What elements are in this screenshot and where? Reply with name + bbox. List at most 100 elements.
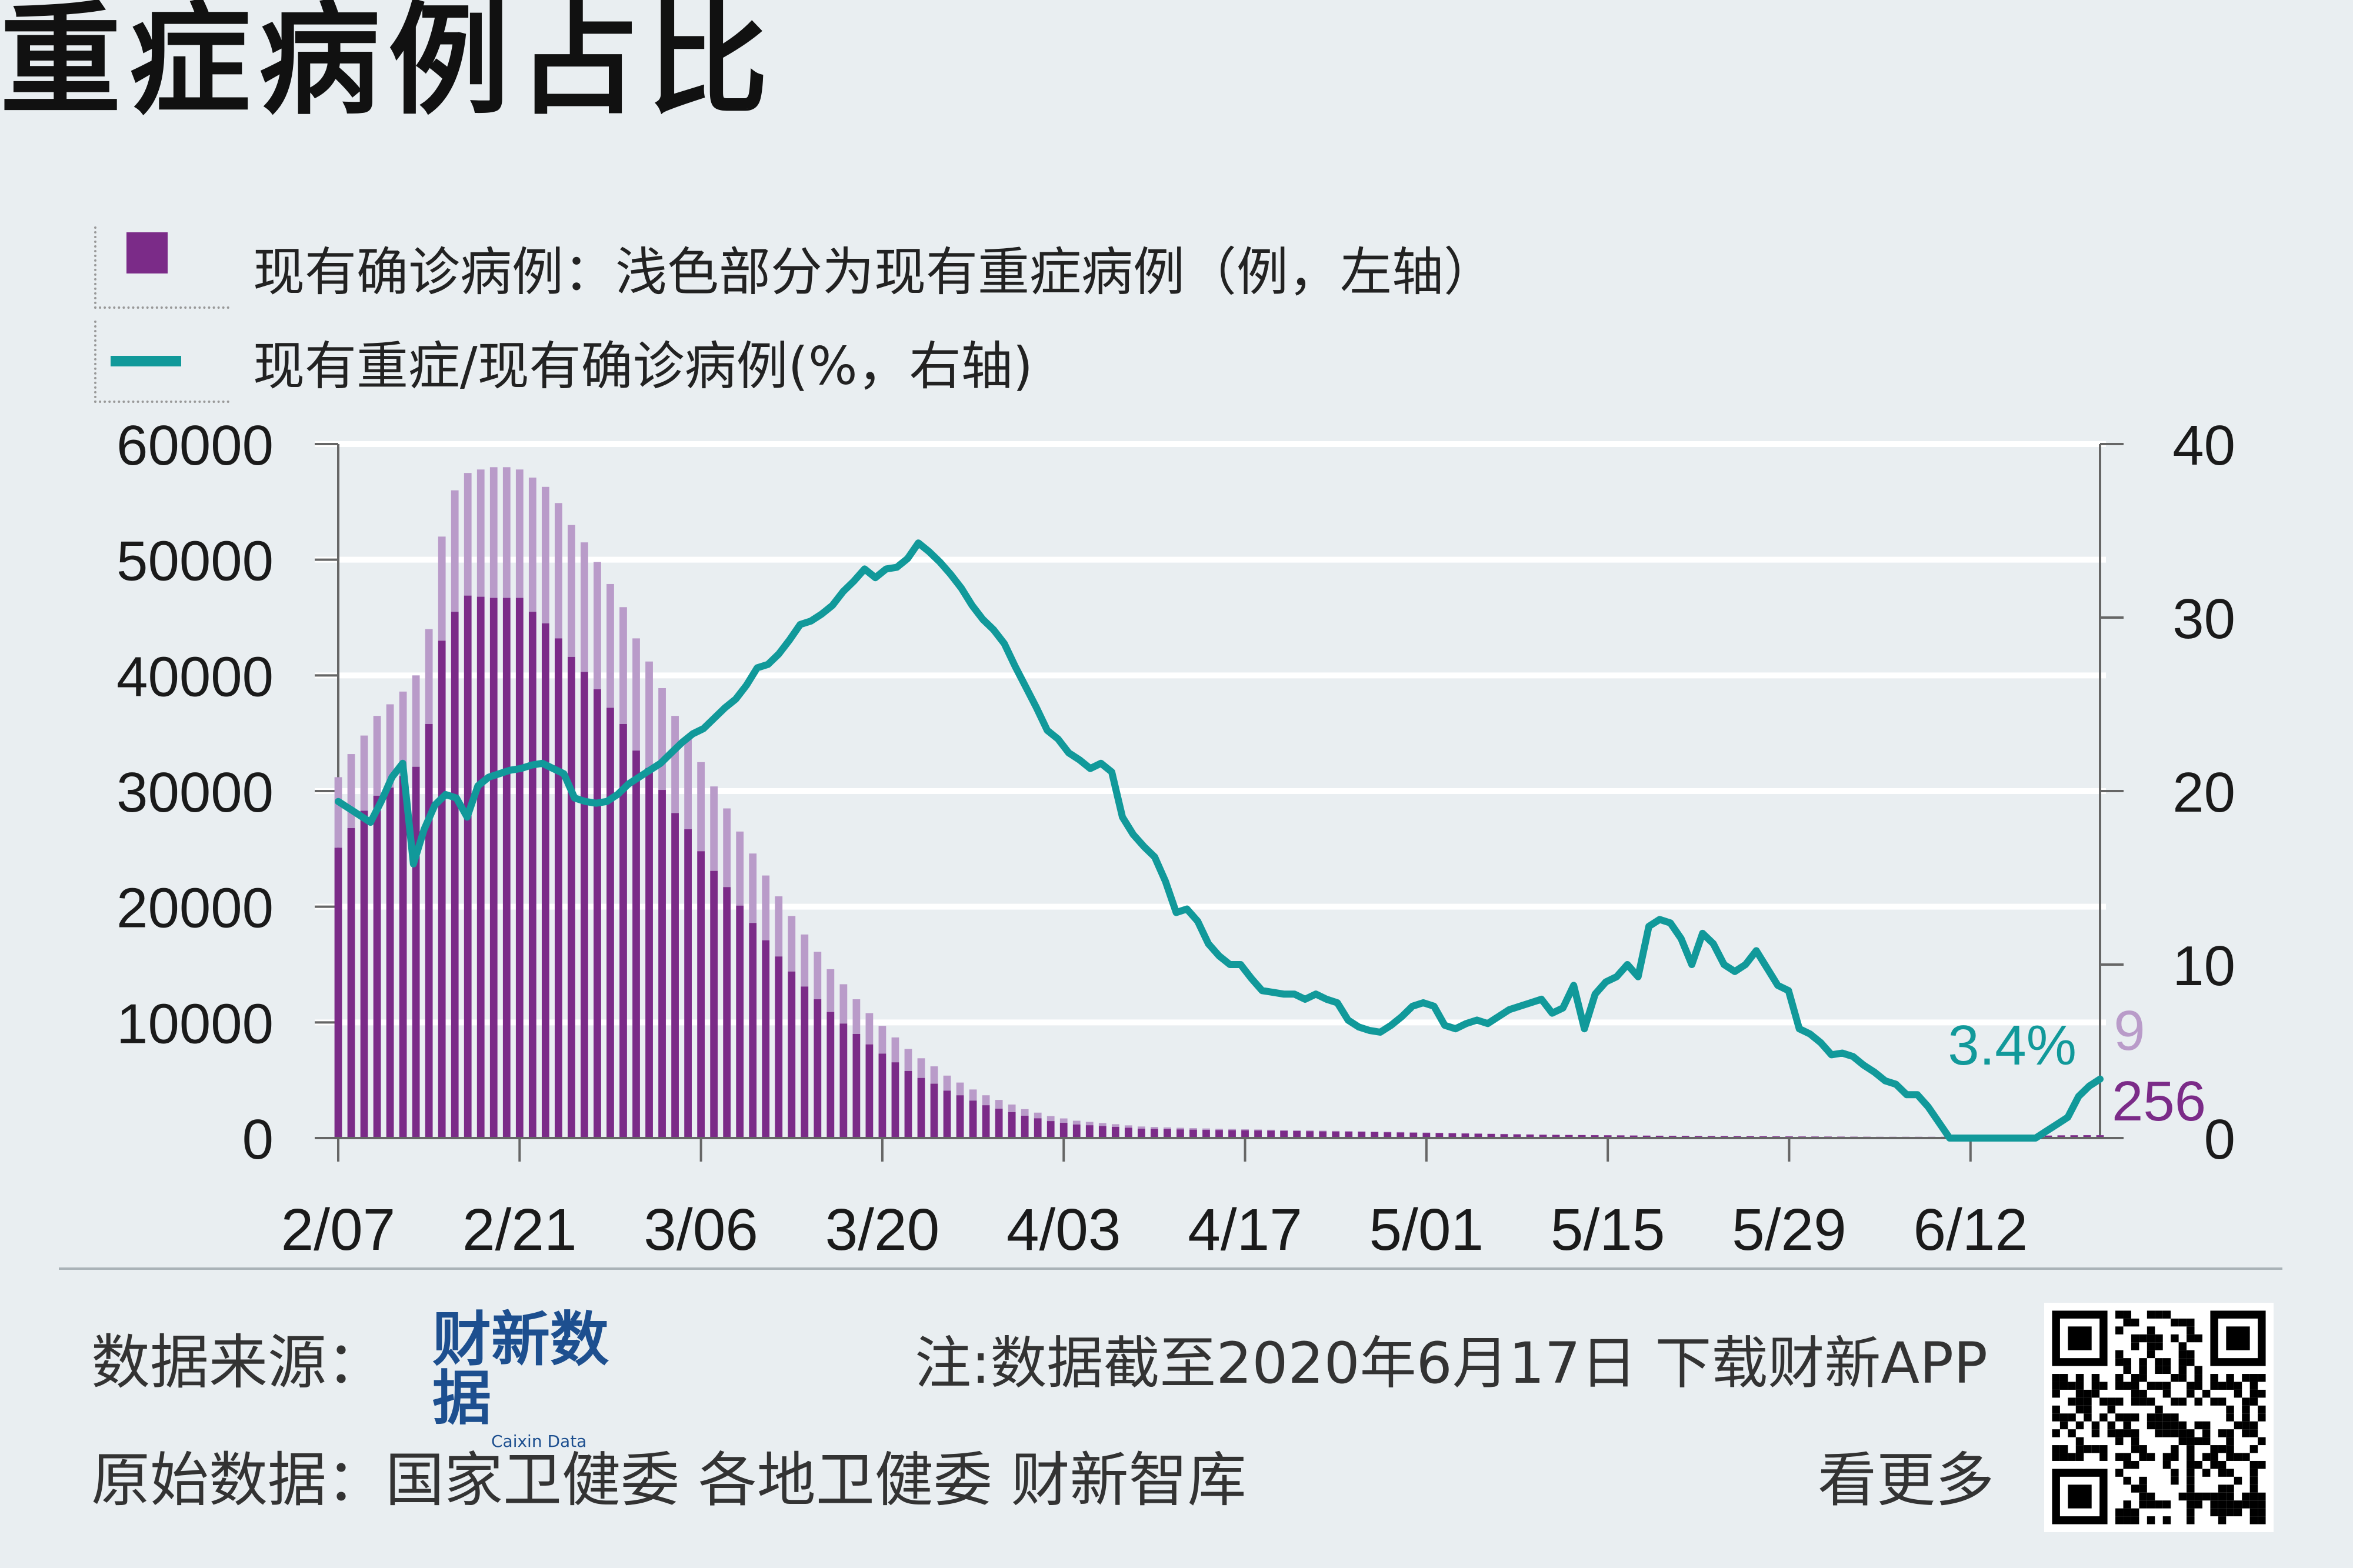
bar-confirmed — [1228, 1130, 1236, 1138]
right-tick-label: 10 — [2172, 935, 2235, 997]
bar-confirmed — [1371, 1132, 1379, 1138]
bar-severe — [334, 777, 342, 848]
bar-severe — [814, 952, 822, 999]
bar-confirmed — [658, 790, 666, 1138]
bar-severe — [658, 688, 666, 790]
bar-severe — [891, 1037, 899, 1063]
bar-severe — [438, 536, 446, 641]
bar-severe — [645, 661, 653, 768]
left-tick-label: 0 — [242, 1108, 274, 1171]
bar-severe — [1345, 1131, 1353, 1132]
bar-confirmed — [1021, 1116, 1029, 1138]
right-tick-label: 30 — [2172, 588, 2235, 650]
x-tick-label: 3/20 — [825, 1197, 940, 1263]
bar-confirmed — [878, 1053, 886, 1138]
bar-confirmed — [360, 810, 368, 1138]
bar-severe — [1164, 1127, 1171, 1129]
bar-severe — [1319, 1130, 1327, 1132]
line-swatch-icon — [111, 356, 181, 366]
bar-severe — [710, 786, 718, 871]
bar-severe — [451, 490, 459, 612]
bar-confirmed — [1565, 1135, 1573, 1138]
bar-severe — [1151, 1127, 1158, 1129]
bar-severe — [1008, 1104, 1016, 1112]
x-tick-label: 2/21 — [462, 1197, 577, 1263]
bar-severe — [917, 1058, 925, 1078]
bar-severe — [982, 1095, 990, 1106]
x-tick-label: 5/15 — [1551, 1197, 1665, 1263]
bar-severe — [347, 754, 355, 828]
bar-severe — [373, 716, 381, 796]
bar-confirmed — [438, 640, 446, 1138]
bar-severe — [386, 704, 394, 788]
bar-severe — [399, 691, 407, 776]
bar-confirmed — [1008, 1112, 1016, 1138]
left-tick-label: 50000 — [116, 530, 274, 593]
bar-confirmed — [826, 1012, 835, 1138]
bar-confirmed — [632, 750, 640, 1138]
left-tick-label: 60000 — [116, 414, 274, 477]
bar-confirmed — [852, 1034, 861, 1138]
bar-confirmed — [606, 708, 614, 1138]
bar-confirmed — [1034, 1118, 1042, 1138]
bar-confirmed — [1461, 1133, 1469, 1138]
bar-confirmed — [594, 689, 601, 1138]
bar-confirmed — [723, 887, 731, 1138]
chart-area: 0 10000 20000 30000 40000 50000 60000 0 10 20 30 40… — [116, 414, 2235, 1263]
bar-confirmed — [2083, 1135, 2091, 1138]
bar-severe — [1059, 1118, 1068, 1123]
bar-confirmed — [1280, 1130, 1288, 1138]
x-tick-label: 5/01 — [1369, 1197, 1484, 1263]
bar-confirmed — [1241, 1130, 1249, 1138]
bar-confirmed — [464, 595, 472, 1138]
bar-severe — [1228, 1129, 1236, 1130]
bar-severe — [995, 1100, 1003, 1109]
bar-severe — [1241, 1129, 1249, 1130]
bar-confirmed — [1189, 1129, 1197, 1138]
bar-confirmed — [762, 940, 770, 1138]
bar-confirmed — [347, 828, 355, 1138]
bar-confirmed — [541, 623, 549, 1138]
bar-confirmed — [515, 598, 524, 1138]
bar-confirmed — [2057, 1135, 2065, 1138]
bar-confirmed — [373, 795, 381, 1138]
bar-confirmed — [1059, 1123, 1068, 1138]
bar-confirmed — [1202, 1130, 1210, 1138]
bar-confirmed — [2070, 1135, 2078, 1138]
bar-severe — [1137, 1126, 1145, 1129]
bar-confirmed — [1332, 1131, 1340, 1138]
source-label: 数据来源： — [91, 1328, 385, 1397]
bar-severe — [943, 1075, 951, 1091]
bar-severe — [865, 1013, 874, 1045]
qr-code-icon[interactable] — [2044, 1303, 2274, 1532]
bar-confirmed — [554, 638, 562, 1138]
bar-confirmed — [1617, 1135, 1625, 1138]
bar-severe — [1176, 1127, 1184, 1130]
bar-confirmed — [645, 768, 653, 1138]
bar-confirmed — [788, 971, 796, 1138]
bar-severe — [697, 762, 705, 852]
bar-severe — [801, 934, 809, 987]
bar-severe — [904, 1049, 912, 1071]
bar-confirmed — [399, 776, 407, 1138]
bar-severe — [1461, 1133, 1469, 1134]
bar-confirmed — [865, 1044, 874, 1138]
bar-severe — [1267, 1129, 1275, 1131]
left-tick-label: 40000 — [116, 645, 274, 708]
bar-severe — [619, 607, 627, 724]
bar-confirmed — [1254, 1130, 1262, 1138]
severe-last-value-label: 9 — [2114, 999, 2145, 1062]
bar-severe — [1034, 1112, 1042, 1119]
bar-severe — [1098, 1123, 1106, 1126]
bar-severe — [1124, 1125, 1132, 1128]
bar-confirmed — [1137, 1129, 1145, 1138]
bar-severe — [541, 486, 549, 623]
bar-confirmed — [1098, 1126, 1106, 1138]
x-tick-label: 4/17 — [1188, 1197, 1302, 1263]
bar-severe — [1332, 1130, 1340, 1132]
bar-confirmed — [334, 848, 342, 1138]
bar-confirmed — [1215, 1130, 1223, 1138]
bar-confirmed — [982, 1105, 990, 1138]
bar-confirmed — [1164, 1129, 1171, 1138]
bar-severe — [956, 1082, 964, 1096]
